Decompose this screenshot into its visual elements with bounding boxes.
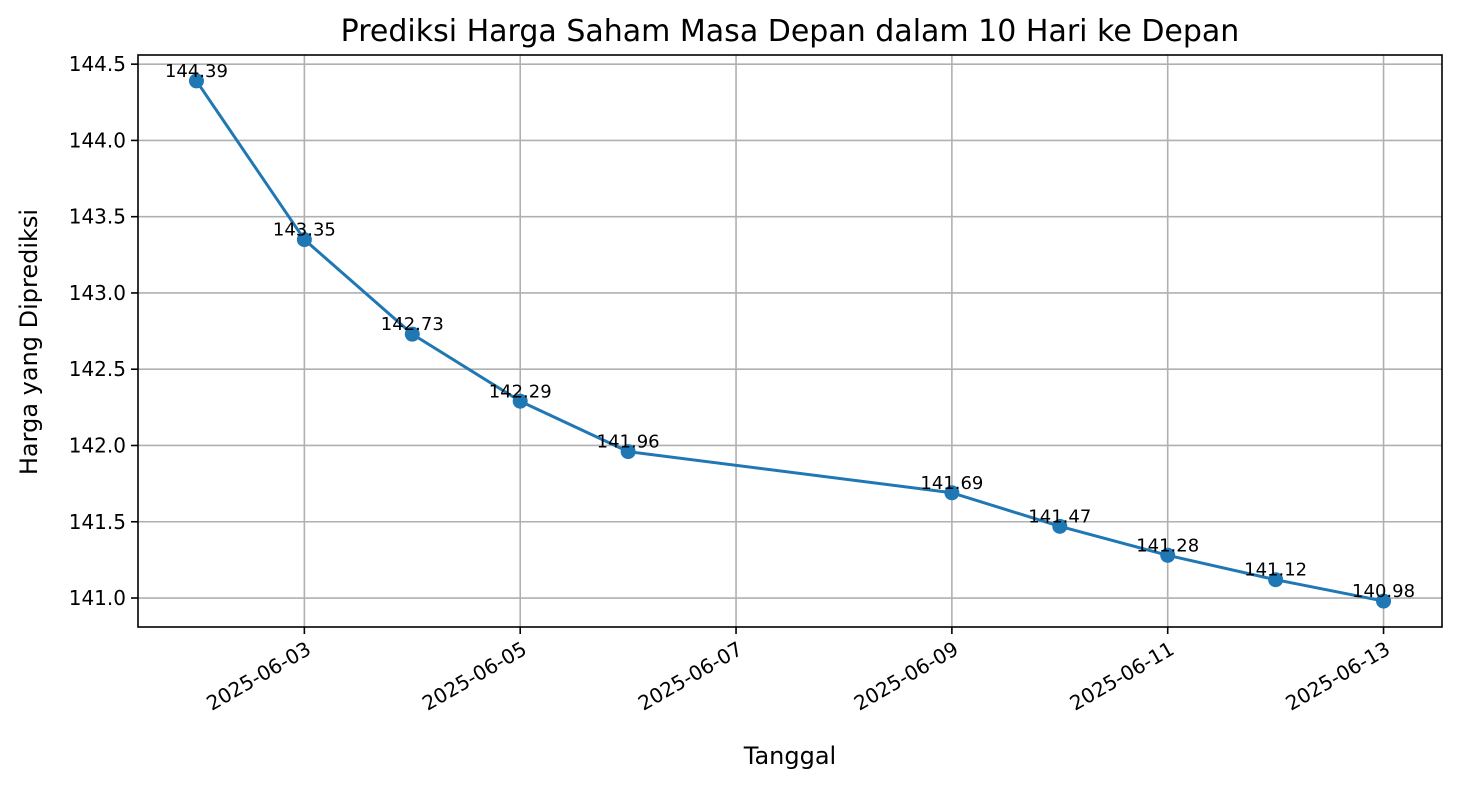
data-label: 140.98: [1352, 581, 1415, 602]
data-label: 141.28: [1136, 535, 1199, 556]
data-point: [1052, 518, 1068, 534]
data-point: [944, 485, 960, 501]
y-tick-label: 141.0: [69, 586, 126, 610]
chart-title: Prediksi Harga Saham Masa Depan dalam 10…: [341, 14, 1240, 49]
y-tick-label: 143.0: [69, 281, 126, 305]
plot-area: 2025-06-03 2025-06-05 2025-06-07 2025-06-09…: [69, 52, 1443, 716]
y-tick-label: 144.0: [69, 128, 126, 152]
data-point: [1160, 547, 1176, 563]
x-tick-label: 2025-06-13: [1281, 637, 1394, 716]
data-point: [296, 232, 312, 248]
data-label: 141.12: [1244, 560, 1307, 581]
y-tick-label: 142.5: [69, 357, 126, 381]
data-point: [1376, 593, 1392, 609]
y-tick-label: 143.5: [69, 205, 126, 229]
data-label: 141.69: [920, 473, 983, 494]
data-label: 144.39: [165, 61, 228, 82]
data-label: 141.47: [1028, 506, 1091, 527]
series-line: [195, 80, 1384, 603]
data-point: [188, 73, 204, 89]
x-tick-label: 2025-06-05: [418, 637, 531, 716]
data-point: [404, 326, 420, 342]
data-point: [1268, 572, 1284, 588]
data-label: 143.35: [273, 220, 336, 241]
y-tick-label: 141.5: [69, 510, 126, 534]
data-label: 141.96: [597, 432, 660, 453]
y-tick-label: 144.5: [69, 52, 126, 76]
data-label: 142.73: [381, 314, 444, 335]
x-tick-label: 2025-06-09: [850, 637, 963, 716]
data-point: [620, 444, 636, 460]
x-tick-label: 2025-06-07: [634, 637, 747, 716]
x-axis-label: Tanggal: [743, 742, 836, 770]
data-point: [512, 393, 528, 409]
y-tick-label: 142.0: [69, 433, 126, 457]
data-label: 142.29: [489, 381, 552, 402]
y-axis-label: Harga yang Diprediksi: [15, 209, 43, 475]
plot-frame: [137, 54, 1443, 628]
x-tick-label: 2025-06-03: [202, 637, 315, 716]
x-tick-label: 2025-06-11: [1066, 637, 1179, 716]
